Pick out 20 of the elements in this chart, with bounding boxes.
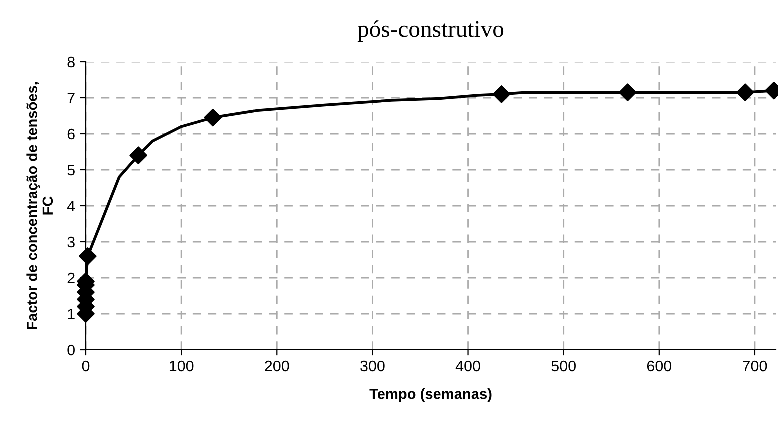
x-tick-label: 600 (647, 360, 672, 372)
y-tick-label: 8 (68, 56, 75, 68)
y-tick-label: 1 (68, 309, 75, 320)
x-tick-label: 500 (552, 360, 576, 372)
y-tick-label: 6 (68, 128, 75, 140)
y-tick-label: 0 (68, 344, 75, 356)
y-tick-label: 7 (68, 93, 75, 104)
chart-title: pós-construtivo (358, 20, 504, 42)
y-axis-title: Factor de concentração de tensões, FC (26, 82, 54, 330)
y-tick-label: 3 (68, 236, 75, 248)
x-tick-label: 700 (743, 360, 768, 372)
x-tick-label: 400 (456, 360, 480, 372)
x-tick-label: 200 (265, 360, 290, 372)
x-axis-title: Tempo (semanas) (370, 388, 492, 402)
y-tick-label: 4 (67, 201, 76, 212)
y-tick-label: 5 (68, 165, 75, 176)
y-tick-label: 2 (68, 272, 75, 284)
x-tick-label: 100 (170, 360, 194, 372)
x-tick-label: 300 (360, 360, 385, 372)
x-tick-label: 0 (82, 360, 90, 372)
